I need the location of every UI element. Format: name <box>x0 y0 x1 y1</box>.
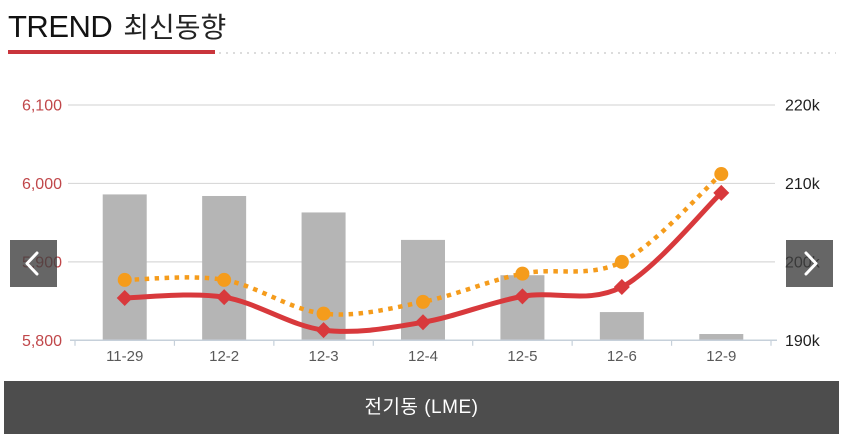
right-axis-tick-label: 220k <box>785 98 821 115</box>
chevron-right-icon <box>804 251 818 276</box>
circle-marker <box>316 306 331 321</box>
diamond-marker <box>315 322 332 339</box>
bar <box>102 194 147 341</box>
circle-marker <box>515 266 530 281</box>
x-axis-label: 12-6 <box>607 348 637 365</box>
chart-name-plate: 전기동 (LME) <box>4 381 839 434</box>
bar <box>599 312 644 341</box>
left-axis-tick-label: 5,800 <box>22 333 62 350</box>
left-axis-tick-label: 6,100 <box>22 98 62 115</box>
x-axis-label: 12-2 <box>209 348 239 365</box>
x-axis-label: 11-29 <box>106 348 143 365</box>
x-axis-label: 12-3 <box>309 348 339 365</box>
page-title-sub: 최신동향 <box>123 12 227 43</box>
diamond-marker <box>613 278 630 295</box>
bar <box>699 334 744 341</box>
prev-chart-button[interactable] <box>10 240 57 287</box>
page-title-main: TREND <box>8 9 113 44</box>
circle-marker <box>117 272 132 287</box>
next-chart-button[interactable] <box>786 240 833 287</box>
title-underline-accent <box>8 50 215 54</box>
trend-chart: 6,100220k6,000210k5,900200k5,800190k11-2… <box>22 98 821 366</box>
left-axis-tick-label: 6,000 <box>22 176 62 193</box>
right-axis-tick-label: 210k <box>785 176 821 193</box>
diamond-marker <box>514 288 531 305</box>
chevron-left-icon <box>25 251 39 276</box>
right-axis-tick-label: 190k <box>785 333 821 350</box>
bar <box>500 275 545 341</box>
title-underline-dotted <box>219 52 836 54</box>
circle-marker <box>416 294 430 309</box>
circle-marker <box>217 272 232 287</box>
x-axis-label: 12-9 <box>706 348 736 365</box>
diamond-marker <box>415 314 431 331</box>
bar <box>301 212 346 341</box>
circle-marker <box>614 254 629 269</box>
diamond-marker <box>713 184 730 201</box>
x-axis-label: 12-4 <box>408 348 438 365</box>
bar <box>202 195 247 341</box>
page-title: TREND 최신동향 <box>8 6 226 46</box>
diamond-marker <box>116 289 133 306</box>
x-axis-label: 12-5 <box>507 348 537 365</box>
diamond-marker <box>216 289 233 306</box>
circle-marker <box>714 167 729 182</box>
